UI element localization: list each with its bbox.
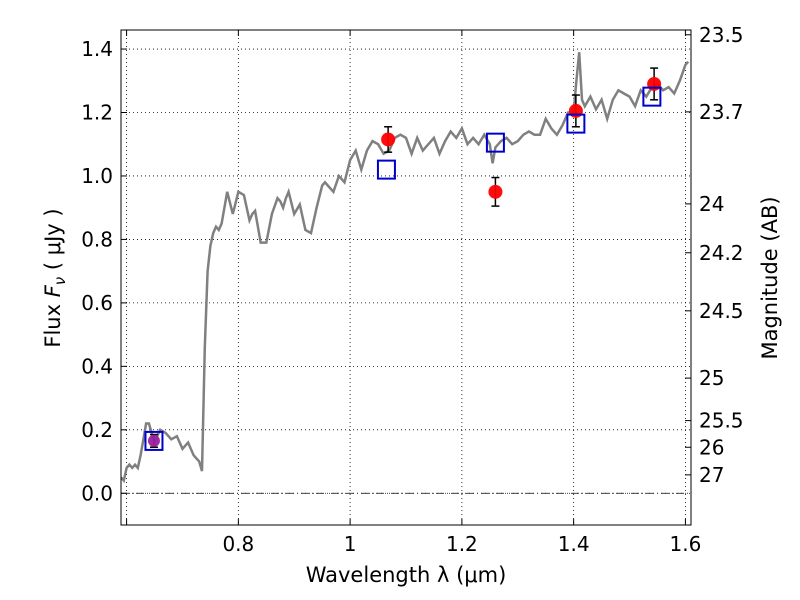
observed-flux-point: [488, 184, 503, 199]
y-tick-label: 0.4: [81, 354, 113, 378]
right-axis-title: Magnitude (AB): [758, 196, 782, 359]
right-tick-label: 23.7: [699, 100, 744, 124]
plot-frame: [120, 29, 692, 526]
right-tick-label: 27: [699, 463, 724, 487]
model-flux-square: [485, 132, 505, 153]
model-flux-square: [642, 86, 662, 107]
right-tick-label: 23.5: [699, 23, 744, 47]
y-tick-label: 0.6: [81, 291, 113, 315]
y-axis-title: Flux Fν ( μJy ): [41, 208, 69, 347]
observed-flux-point: [647, 76, 662, 91]
x-axis-title: Wavelength λ (μm): [306, 563, 507, 587]
x-tick-label: 1: [344, 532, 357, 556]
x-tick-label: 0.8: [222, 532, 254, 556]
right-tick-label: 24: [699, 192, 724, 216]
y-tick-label: 1.2: [81, 101, 113, 125]
right-tick-label: 24.2: [699, 241, 744, 265]
right-tick-label: 25.5: [699, 409, 744, 433]
model-flux-square: [566, 113, 586, 134]
y-tick-label: 1.4: [81, 37, 113, 61]
model-spectrum-line: [121, 52, 690, 484]
model-flux-square: [376, 159, 396, 180]
y-tick-label: 0.8: [81, 227, 113, 251]
observed-flux-point: [147, 434, 160, 447]
x-tick-label: 1.2: [446, 532, 478, 556]
tick-labels: 0.8 1 1.2 1.4 1.6 0.0 0.2 0.4 0.6 0.8 1.0 1.2 1.4 23.…: [81, 23, 743, 556]
observed-flux-point: [568, 103, 583, 118]
right-tick-label: 25: [699, 366, 724, 390]
observed-flux-point: [381, 132, 396, 147]
right-tick-label: 24.5: [699, 299, 744, 323]
series-layer: [121, 52, 690, 484]
ticks: [121, 30, 691, 525]
x-tick-label: 1.4: [558, 532, 590, 556]
y-tick-label: 0.0: [81, 481, 113, 505]
model-flux-square: [144, 430, 164, 451]
y-tick-label: 1.0: [81, 164, 113, 188]
right-tick-label: 26: [699, 435, 724, 459]
y-tick-label: 0.2: [81, 418, 113, 442]
x-tick-label: 1.6: [670, 532, 702, 556]
